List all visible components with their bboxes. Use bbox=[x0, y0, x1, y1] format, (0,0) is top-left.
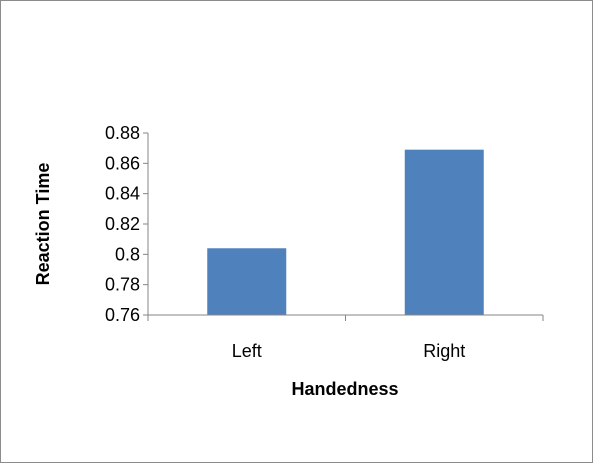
y-tick-label: 0.84 bbox=[105, 184, 140, 204]
x-ticks-layer: Left Right bbox=[148, 315, 543, 361]
y-tick-label: 0.78 bbox=[105, 275, 140, 295]
y-tick-label: 0.76 bbox=[105, 305, 140, 325]
x-tick-label: Right bbox=[423, 341, 465, 361]
y-tick-label: 0.86 bbox=[105, 153, 140, 173]
y-tick-label: 0.8 bbox=[115, 244, 140, 264]
y-tick-label: 0.88 bbox=[105, 123, 140, 143]
bar-left bbox=[207, 248, 286, 315]
bar-right bbox=[405, 150, 484, 315]
bars-layer bbox=[207, 150, 484, 315]
x-tick-label: Left bbox=[232, 341, 262, 361]
y-ticks-layer: 0.76 0.78 0.8 0.82 0.84 0.86 0.88 bbox=[105, 123, 148, 325]
x-axis-title: Handedness bbox=[291, 379, 398, 399]
y-axis-title: Reaction Time bbox=[33, 163, 53, 286]
y-tick-label: 0.82 bbox=[105, 214, 140, 234]
